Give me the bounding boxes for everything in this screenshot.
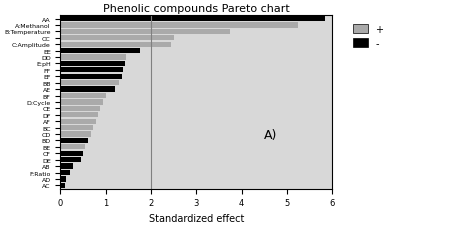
Legend: +, -: +, - [349, 21, 387, 53]
Bar [60, 132, 91, 137]
X-axis label: Standardized effect: Standardized effect [149, 213, 244, 223]
Bar [60, 74, 121, 79]
Bar [60, 49, 140, 54]
Bar [60, 55, 126, 60]
Bar [60, 68, 123, 73]
Bar [60, 81, 119, 86]
Bar [60, 113, 98, 118]
Bar [60, 30, 230, 35]
Bar [60, 183, 65, 188]
Bar [60, 17, 326, 22]
Bar [60, 23, 298, 28]
Bar [60, 42, 172, 48]
Bar [60, 100, 103, 105]
Bar [60, 87, 115, 92]
Bar [60, 138, 88, 143]
Bar [60, 106, 100, 111]
Title: Phenolic compounds Pareto chart: Phenolic compounds Pareto chart [103, 4, 290, 14]
Bar [60, 36, 173, 41]
Bar [60, 126, 93, 131]
Bar [60, 151, 83, 156]
Bar [60, 62, 125, 67]
Bar [60, 145, 85, 150]
Bar [60, 170, 70, 175]
Bar [60, 119, 96, 124]
Bar [60, 157, 81, 163]
Bar [60, 164, 73, 169]
Text: A): A) [264, 128, 278, 141]
Bar [60, 177, 66, 182]
Bar [60, 94, 106, 99]
